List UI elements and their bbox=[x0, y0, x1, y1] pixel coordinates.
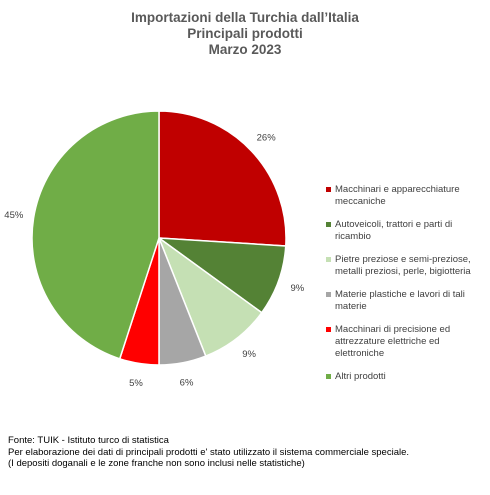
chart-title: Importazioni della Turchia dall’Italia P… bbox=[0, 10, 490, 58]
legend-label: Materie plastiche e lavori di tali mater… bbox=[335, 289, 465, 312]
legend-label: Pietre preziose e semi-preziose, metalli… bbox=[335, 254, 471, 277]
source-line-2: Per elaborazione dei dati di principali … bbox=[8, 446, 410, 458]
legend-label: Macchinari e apparecchiature meccaniche bbox=[335, 184, 460, 207]
data-label-4: 5% bbox=[129, 378, 143, 389]
data-label-0: 26% bbox=[257, 132, 277, 143]
legend-label: Macchinari di precisione ed attrezzature… bbox=[335, 324, 451, 359]
legend-swatch-0 bbox=[326, 187, 331, 192]
legend-item: Autoveicoli, trattori e parti di ricambi… bbox=[326, 219, 486, 243]
legend-swatch-1 bbox=[326, 222, 331, 227]
source-line-1: Fonte: TUIK - Istituto turco di statisti… bbox=[8, 435, 169, 446]
legend-item: Altri prodotti bbox=[326, 371, 486, 383]
chart-title-line-2: Principali prodotti bbox=[187, 26, 303, 41]
data-label-5: 45% bbox=[4, 210, 24, 221]
legend-item: Pietre preziose e semi-preziose, metalli… bbox=[326, 254, 486, 278]
data-label-3: 6% bbox=[180, 377, 194, 388]
source-line-3: (I depositi doganali e le zone franche n… bbox=[8, 458, 305, 469]
chart-title-line-1: Importazioni della Turchia dall’Italia bbox=[131, 10, 359, 25]
legend: Macchinari e apparecchiature meccaniche … bbox=[326, 184, 486, 394]
legend-swatch-4 bbox=[326, 327, 331, 332]
pie-slice-0 bbox=[158, 110, 287, 247]
data-label-1: 9% bbox=[290, 283, 304, 294]
chart-title-line-3: Marzo 2023 bbox=[208, 42, 282, 57]
data-label-2: 9% bbox=[242, 349, 256, 360]
legend-label: Autoveicoli, trattori e parti di ricambi… bbox=[335, 219, 453, 242]
legend-swatch-5 bbox=[326, 374, 331, 379]
legend-item: Macchinari e apparecchiature meccaniche bbox=[326, 184, 486, 208]
legend-item: Macchinari di precisione ed attrezzature… bbox=[326, 324, 486, 360]
legend-label: Altri prodotti bbox=[335, 371, 386, 382]
legend-swatch-2 bbox=[326, 257, 331, 262]
pie-slice-5 bbox=[31, 110, 160, 360]
legend-item: Materie plastiche e lavori di tali mater… bbox=[326, 289, 486, 313]
legend-swatch-3 bbox=[326, 292, 331, 297]
source-note: Fonte: TUIK - Istituto turco di statisti… bbox=[8, 435, 483, 470]
